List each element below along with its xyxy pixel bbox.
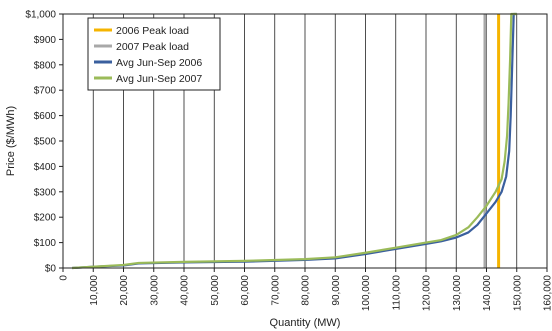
x-axis-ticks: 0 10,000 20,000 30,000 40,000 50,000 60,000 70,…	[59, 268, 552, 311]
y-tick-label: $200	[34, 213, 57, 224]
x-tick-label: 100,000	[361, 275, 372, 312]
x-tick-label: 40,000	[180, 275, 191, 306]
y-tick-label: $300	[34, 187, 57, 198]
legend-label: 2006 Peak load	[116, 25, 189, 37]
y-tick-label: $500	[34, 137, 57, 148]
x-tick-label: 90,000	[331, 275, 342, 306]
x-tick-label: 140,000	[482, 275, 493, 312]
x-tick-label: 10,000	[89, 275, 100, 306]
legend-label: 2007 Peak load	[116, 41, 189, 53]
series-avg-jun-sep-2007-curve	[72, 12, 517, 270]
x-tick-label: 60,000	[240, 275, 251, 306]
legend-label: Avg Jun-Sep 2006	[116, 57, 202, 69]
y-tick-label: $400	[34, 162, 57, 173]
x-tick-label: 20,000	[119, 275, 130, 306]
y-tick-label: $1,000	[25, 10, 56, 21]
x-tick-label: 0	[59, 275, 70, 281]
x-tick-label: 130,000	[452, 275, 463, 312]
x-tick-label: 110,000	[391, 275, 402, 311]
x-tick-label: 160,000	[543, 275, 552, 312]
legend-label: Avg Jun-Sep 2007	[116, 73, 202, 85]
y-tick-label: $800	[34, 60, 57, 71]
vertical-gridlines	[92, 14, 518, 268]
y-tick-label: $0	[45, 264, 57, 275]
y-tick-label: $600	[34, 111, 57, 122]
y-axis-title: Price ($/MWh)	[5, 106, 17, 176]
y-tick-label: $700	[34, 86, 57, 97]
y-tick-label: $900	[34, 35, 57, 46]
x-tick-label: 120,000	[422, 275, 433, 312]
x-tick-label: 30,000	[149, 275, 160, 306]
y-tick-label: $100	[34, 238, 57, 249]
supply-curves	[72, 12, 517, 270]
y-axis-ticks: $0 $100 $200 $300 $400 $500 $600 $700 $800 $900 $1…	[25, 10, 63, 275]
x-tick-label: 70,000	[270, 275, 281, 306]
peak-load-lines	[483, 14, 501, 268]
x-tick-label: 80,000	[301, 275, 312, 306]
x-tick-label: 150,000	[512, 275, 523, 312]
legend: 2006 Peak load 2007 Peak load Avg Jun-Sep …	[87, 17, 221, 91]
x-tick-label: 50,000	[210, 275, 221, 306]
x-axis-title: Quantity (MW)	[270, 317, 341, 329]
